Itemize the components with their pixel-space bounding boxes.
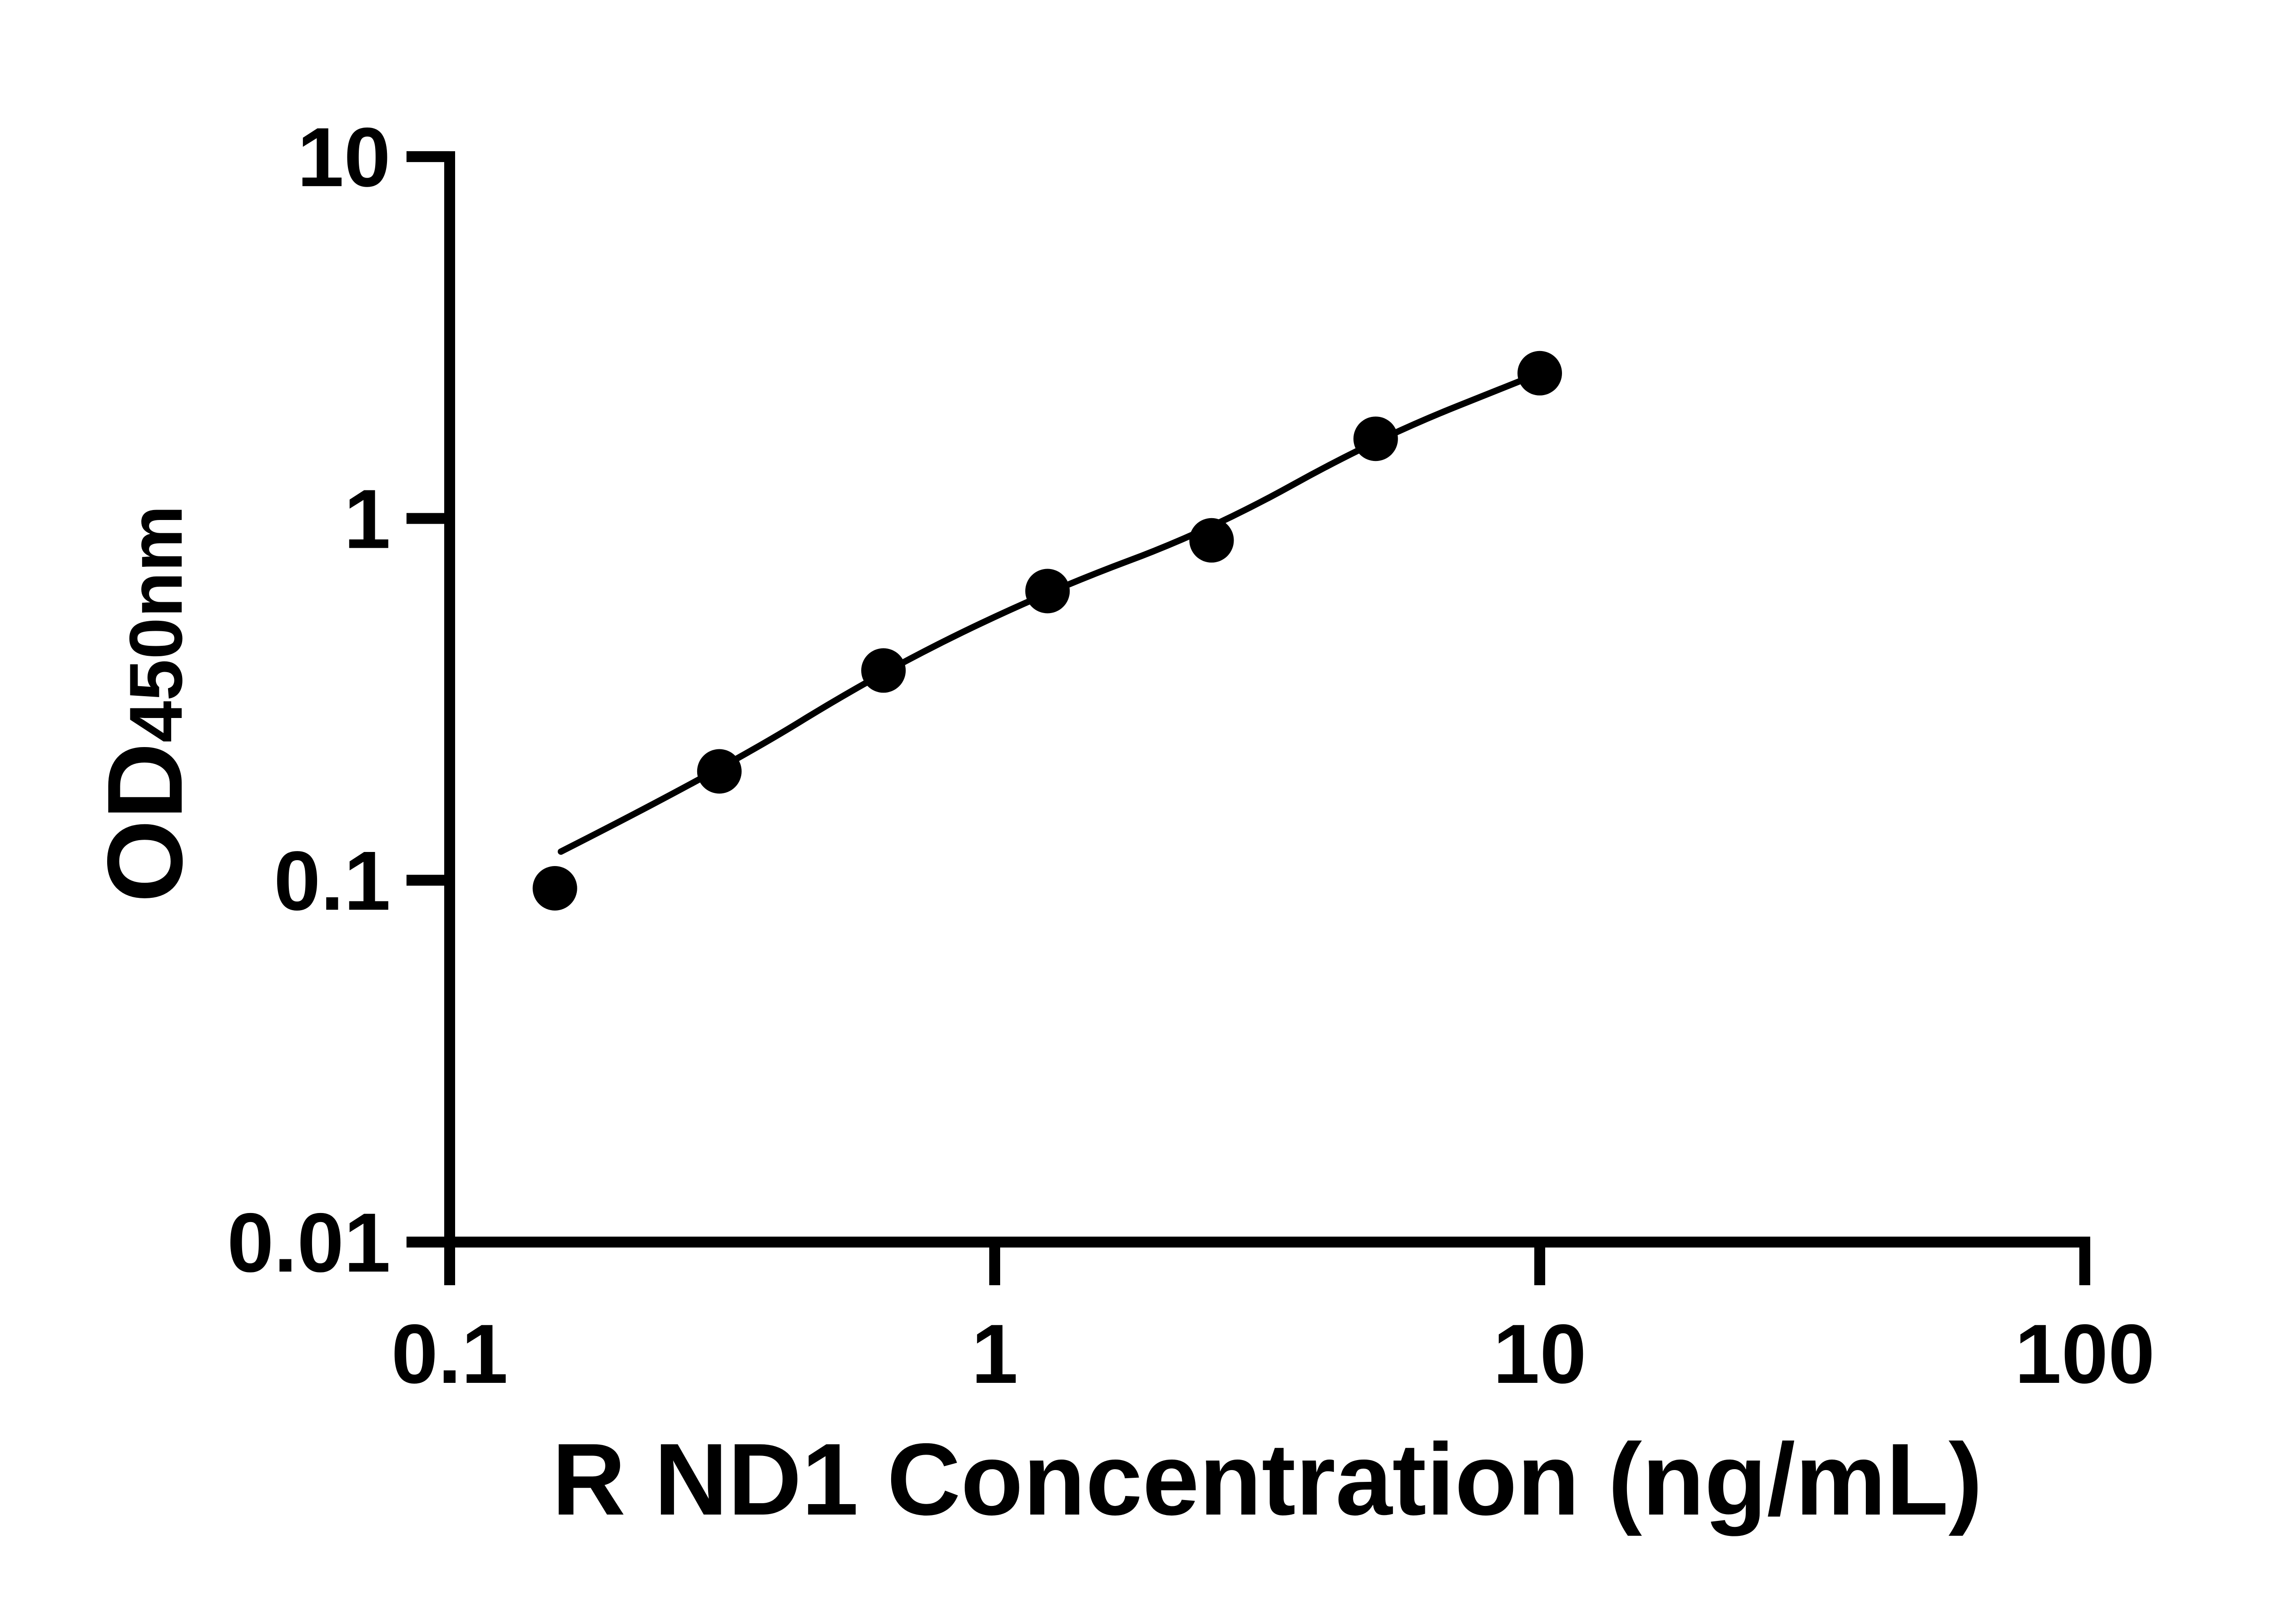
y-tick-label: 0.1 [274, 834, 391, 928]
y-axis-title: OD450nm [85, 505, 204, 902]
x-tick-label: 10 [1493, 1307, 1587, 1401]
data-point [1517, 351, 1562, 396]
y-axis-title-subscript: 450nm [114, 505, 198, 743]
y-tick-label: 10 [297, 111, 391, 204]
data-points-group [532, 351, 1562, 911]
data-point [1353, 416, 1398, 461]
y-axis-ticks: 0.01 0.1 1 10 [227, 111, 450, 1290]
x-axis-title: R ND1 Concentration (ng/mL) [552, 1422, 1983, 1536]
data-point [532, 866, 577, 911]
data-point [861, 648, 906, 693]
x-tick-label: 0.1 [391, 1307, 508, 1401]
data-point [1189, 518, 1234, 563]
data-point [697, 749, 742, 794]
x-tick-label: 100 [2015, 1307, 2155, 1401]
data-point [1025, 569, 1070, 614]
x-axis-ticks: 0.1 1 10 100 [391, 1242, 2155, 1401]
y-axis-title-main: OD [85, 743, 204, 903]
y-tick-label: 0.01 [227, 1196, 391, 1290]
y-tick-label: 1 [344, 473, 391, 566]
x-tick-label: 1 [972, 1307, 1018, 1401]
